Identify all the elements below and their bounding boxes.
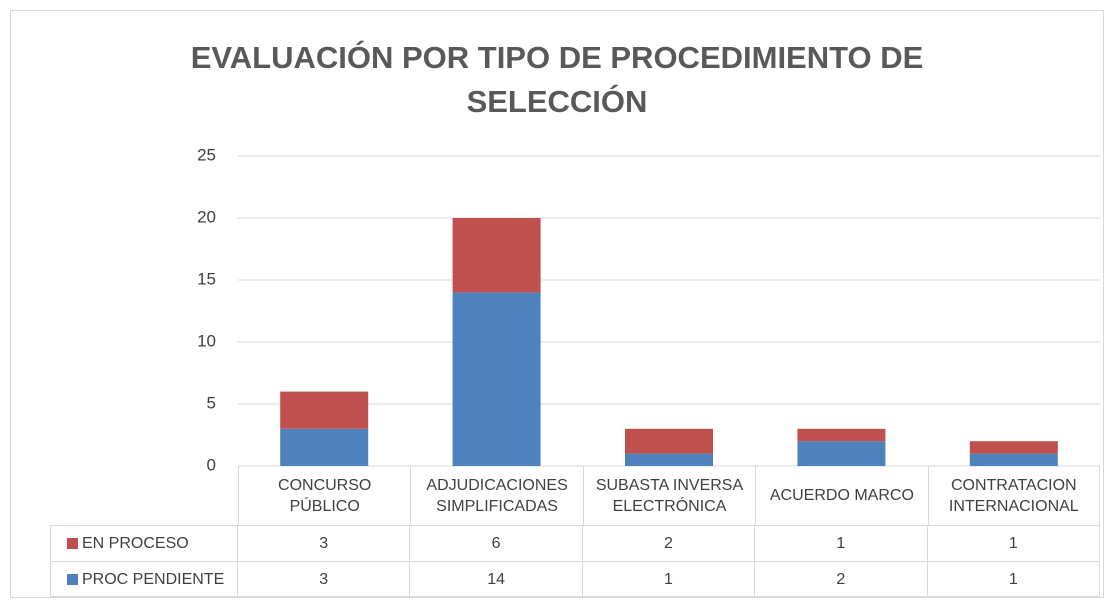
bar-segment bbox=[625, 453, 713, 466]
legend-label: PROC PENDIENTE bbox=[82, 570, 225, 588]
table-value: 1 bbox=[582, 561, 756, 597]
bar-segment bbox=[452, 218, 541, 293]
legend-entry: EN PROCESO bbox=[50, 525, 238, 561]
chart-title: EVALUACIÓN POR TIPO DE PROCEDIMIENTO DE … bbox=[190, 40, 924, 119]
bar-segment bbox=[797, 428, 886, 442]
table-value: 14 bbox=[410, 561, 583, 597]
category-label: CONCURSO PÚBLICO bbox=[238, 466, 410, 525]
chart-frame bbox=[10, 10, 1104, 598]
legend-key bbox=[67, 573, 78, 585]
bar-segment bbox=[452, 292, 541, 466]
bar-segment bbox=[625, 428, 713, 454]
category-label: ADJUDICACIONES SIMPLIFICADAS bbox=[410, 466, 582, 525]
table-value: 2 bbox=[582, 525, 756, 561]
bar-segment bbox=[797, 441, 886, 466]
legend-key bbox=[67, 538, 78, 549]
table-value: 1 bbox=[755, 525, 928, 561]
y-tick-label: 10 bbox=[197, 331, 216, 350]
legend-label: EN PROCESO bbox=[82, 535, 189, 552]
table-value: 1 bbox=[927, 525, 1100, 561]
category-label: ACUERDO MARCO bbox=[755, 466, 927, 525]
y-tick-label: 15 bbox=[197, 269, 216, 288]
bar-segment bbox=[969, 441, 1058, 454]
y-tick-label: 0 bbox=[207, 455, 216, 474]
table-value: 1 bbox=[927, 561, 1100, 597]
table-value: 3 bbox=[238, 561, 411, 597]
bar-segment bbox=[280, 428, 369, 466]
bar-segment bbox=[280, 391, 369, 429]
category-label: SUBASTA INVERSA ELECTRÓNICA bbox=[582, 466, 755, 525]
category-label: CONTRATACION INTERNACIONAL bbox=[927, 466, 1100, 525]
y-tick-label: 20 bbox=[197, 207, 216, 226]
y-tick-label: 5 bbox=[207, 393, 216, 412]
bar-segment bbox=[969, 453, 1058, 466]
table-value: 2 bbox=[755, 561, 928, 597]
legend-entry: PROC PENDIENTE bbox=[50, 561, 238, 597]
table-value: 3 bbox=[238, 525, 411, 561]
table-value: 6 bbox=[410, 525, 583, 561]
y-tick-label: 25 bbox=[197, 145, 216, 164]
